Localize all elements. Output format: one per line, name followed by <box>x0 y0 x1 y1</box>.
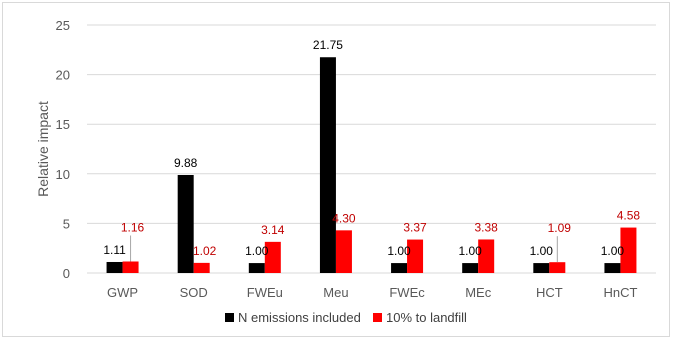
legend-swatch <box>225 313 234 322</box>
x-tick-label: Meu <box>323 285 348 300</box>
data-label: 1.09 <box>548 221 572 235</box>
chart-frame <box>2 2 670 337</box>
legend-label: N emissions included <box>238 310 361 325</box>
data-label: 1.16 <box>121 220 145 234</box>
bar-n-emissions-hct <box>533 263 550 273</box>
data-label: 9.88 <box>174 156 198 170</box>
bar-landfill-meu <box>335 230 352 273</box>
data-label: 4.58 <box>617 209 641 223</box>
y-axis-title: Relative impact <box>35 101 51 197</box>
x-tick-label: FWEc <box>389 285 425 300</box>
bar-landfill-gwp <box>122 261 139 273</box>
y-tick-label: 25 <box>56 18 70 33</box>
bar-landfill-sod <box>193 262 210 273</box>
bar-n-emissions-mec <box>462 263 479 273</box>
x-tick-label: GWP <box>107 285 138 300</box>
data-label: 3.14 <box>261 223 285 237</box>
data-label: 1.00 <box>601 244 625 258</box>
y-tick-label: 5 <box>63 216 70 231</box>
x-tick-label: MEc <box>465 285 492 300</box>
legend-label: 10% to landfill <box>386 310 467 325</box>
gridlines <box>87 24 656 274</box>
y-tick-label: 0 <box>63 266 70 281</box>
bars <box>106 57 637 273</box>
legend-swatch <box>373 313 382 322</box>
bar-landfill-hnct <box>620 227 637 273</box>
x-tick-label: SOD <box>180 285 208 300</box>
x-tick-label: HCT <box>536 285 563 300</box>
bar-n-emissions-sod <box>177 174 194 273</box>
data-label: 1.02 <box>193 244 217 258</box>
y-tick-label: 20 <box>56 68 70 83</box>
data-label: 21.75 <box>313 38 343 52</box>
data-label: 3.38 <box>475 220 499 234</box>
y-axis-ticks: 0 5 10 15 20 25 <box>56 18 70 281</box>
x-axis-ticks: GWP SOD FWEu Meu FWEc MEc HCT HnCT <box>107 285 637 300</box>
bar-landfill-fweu <box>264 241 281 273</box>
data-label: 1.00 <box>245 244 269 258</box>
bar-n-emissions-fweu <box>248 263 265 273</box>
y-tick-label: 10 <box>56 167 70 182</box>
x-tick-label: HnCT <box>603 285 637 300</box>
bar-n-emissions-gwp <box>106 261 123 273</box>
data-label: 1.00 <box>459 244 483 258</box>
y-tick-label: 15 <box>56 117 70 132</box>
bar-landfill-mec <box>478 239 495 273</box>
data-label: 1.00 <box>387 244 411 258</box>
data-label: 1.11 <box>103 243 126 257</box>
data-labels: 1.11 1.16 9.88 1.02 1.00 3.14 21.75 4.30 1.00 3.3… <box>103 38 640 258</box>
x-tick-label: FWEu <box>247 285 283 300</box>
data-label: 4.30 <box>332 211 356 225</box>
bar-n-emissions-meu <box>319 57 336 273</box>
bar-n-emissions-hnct <box>604 263 621 273</box>
leader-lines <box>130 235 558 263</box>
data-label: 3.37 <box>403 221 427 235</box>
data-label: 1.00 <box>530 244 554 258</box>
bar-n-emissions-fwec <box>391 263 408 273</box>
bar-landfill-hct <box>549 262 566 273</box>
legend: N emissions included 10% to landfill <box>225 310 467 325</box>
bar-landfill-fwec <box>407 239 424 273</box>
